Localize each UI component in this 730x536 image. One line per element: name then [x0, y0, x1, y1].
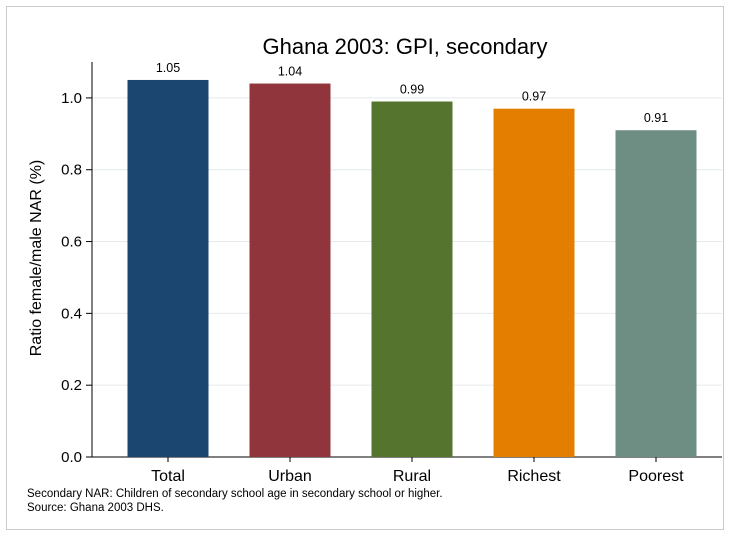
x-tick-label: Poorest	[628, 468, 684, 485]
bars	[127, 79, 697, 458]
data-label: 1.04	[278, 65, 302, 79]
data-label: 0.91	[644, 111, 668, 125]
chart-title: Ghana 2003: GPI, secondary	[263, 34, 548, 59]
axes: 0.0 0.2 0.4 0.6 0.8 1.0 Total Urban Rural Richest…	[61, 62, 722, 485]
bar-richest	[493, 108, 575, 457]
y-tick-label: 0.2	[61, 377, 82, 394]
data-label: 0.97	[522, 90, 546, 104]
bar-poorest	[615, 130, 697, 457]
y-tick-label: 0.8	[61, 162, 82, 179]
y-tick-label: 0.0	[61, 449, 82, 466]
chart-frame	[6, 6, 724, 530]
x-tick-label: Total	[151, 468, 185, 485]
x-tick-label: Rural	[393, 468, 431, 485]
bar-total	[127, 79, 209, 458]
data-label: 1.05	[156, 61, 180, 75]
y-tick-label: 0.6	[61, 234, 82, 251]
bar-urban	[249, 83, 331, 457]
x-tick-label: Richest	[507, 468, 561, 485]
footnote-source: Source: Ghana 2003 DHS.	[27, 502, 164, 514]
y-tick-label: 1.0	[61, 90, 82, 107]
data-label: 0.99	[400, 83, 424, 97]
x-tick-label: Urban	[268, 468, 312, 485]
y-axis-label: Ratio female/male NAR (%)	[28, 160, 45, 357]
y-tick-label: 0.4	[61, 305, 82, 322]
footnote-definition: Secondary NAR: Children of secondary sch…	[27, 488, 443, 500]
data-labels: 1.05 1.04 0.99 0.97 0.91	[156, 61, 668, 125]
bar-rural	[371, 101, 453, 457]
